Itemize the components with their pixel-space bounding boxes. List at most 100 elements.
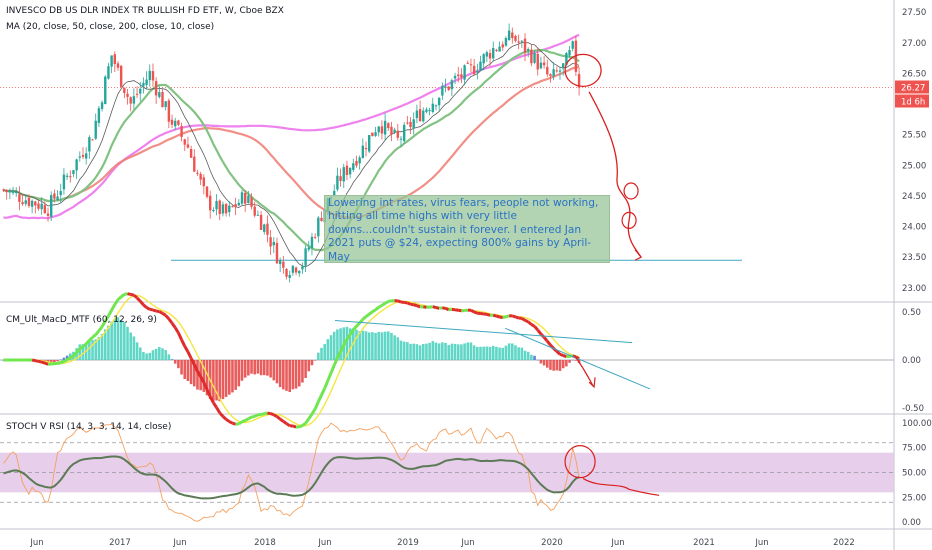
macd-line-segment [69,354,75,360]
macd-histogram-bar [62,357,66,360]
candle-body [21,202,24,205]
candle-body [460,74,463,78]
candle-body [501,44,504,48]
candle-body [129,97,132,104]
macd-histogram-bar [177,360,180,369]
macd-line-segment [189,357,196,366]
macd-line-segment [72,351,78,357]
macd-histogram-bar [415,344,419,360]
macd-line-segment [130,292,135,297]
macd-line-segment [167,317,174,325]
candle-body [428,110,431,112]
macd-histogram-bar [530,354,533,360]
candle-body [24,200,27,204]
macd-line-segment [60,360,65,365]
candle-body [488,53,492,59]
macd-line-segment [282,420,288,425]
macd-line-segment [120,293,126,299]
candle-body [158,92,161,98]
price-tick-label: 24.00 [902,223,926,233]
macd-histogram-bar [145,353,148,360]
macd-histogram-bar [412,343,416,360]
macd-histogram-bar [495,346,498,360]
macd-line-segment [432,305,437,310]
macd-histogram-bar [202,360,206,392]
macd-line-segment [110,303,117,311]
macd-line-segment [205,388,212,398]
stoch-tick-label: 50.00 [902,469,926,479]
candle-body [30,200,34,207]
macd-histogram-bar [307,360,311,372]
macd-line-segment [180,339,187,347]
candle-body [209,195,212,211]
macd-histogram-bar [565,360,568,367]
macd-line-segment [511,314,516,319]
candle-body [568,50,571,56]
candle-body [288,274,291,278]
candle-body [119,65,123,87]
candle-body [180,126,183,137]
macd-histogram-bar [224,360,228,397]
candle-body [536,53,539,70]
macd-line-segment [192,363,199,372]
macd-histogram-bar [364,331,368,360]
macd-histogram-bar [539,360,543,364]
macd-histogram-bar [542,360,546,366]
annotation-note[interactable]: Lowering int rates, virus fears, people … [324,195,610,263]
candle-body [339,176,342,181]
macd-histogram-bar [158,347,161,360]
macd-histogram-bar [310,360,314,366]
macd-histogram-bar [313,360,317,361]
price-tick-label: 27.50 [902,8,926,18]
macd-histogram-bar [533,355,536,360]
macd-histogram-bar [227,360,231,395]
macd-line-segment [381,302,386,307]
macd-title: CM_Ult_MacD_MTF (60, 12, 26, 9) [6,315,157,325]
candle-body [498,46,501,52]
macd-line-segment [241,418,246,424]
candle-body [139,88,142,94]
macd-histogram-bar [259,360,263,376]
macd-histogram-bar [406,342,409,360]
interval-badge [895,94,929,108]
macd-histogram-bar [212,360,215,401]
stoch-k-line [3,422,580,522]
candle-body [317,217,320,237]
macd-histogram-bar [345,326,349,360]
macd-line-segment [264,411,268,416]
macd-histogram-bar [196,360,199,390]
macd-line-segment [339,344,346,353]
macd-line-segment [524,319,529,324]
macd-histogram-bar [126,326,129,360]
candle-body [231,206,234,208]
macd-line-segment [336,350,342,359]
macd-line-segment [429,305,434,309]
macd-histogram-bar [81,344,85,360]
macd-histogram-bar [380,332,384,360]
macd-line-segment [348,329,355,336]
macd-line-segment [413,303,418,308]
candle-body [151,71,155,81]
macd-histogram-bar [453,343,457,360]
candle-body [558,70,562,72]
candle-body [123,87,126,94]
macd-histogram-bar [332,331,336,360]
macd-histogram-bar [466,342,470,360]
macd-line-segment [527,320,533,326]
macd-histogram-bar [523,350,527,360]
macd-histogram-bar [450,343,454,360]
macd-line-segment [232,421,237,426]
macd-histogram-bar [218,360,222,402]
candle-body [97,108,101,123]
macd-line-segment [416,304,421,309]
macd-histogram-bar [123,322,126,360]
macd-line-segment [149,307,154,312]
macd-histogram-bar [288,360,291,392]
stoch-tick-label: 75.00 [902,444,926,454]
candle-body [345,165,349,176]
macd-line-segment [170,322,177,329]
candle-body [40,203,43,210]
candle-body [215,200,218,210]
candle-body [565,53,568,65]
macd-line-segment [486,312,491,317]
